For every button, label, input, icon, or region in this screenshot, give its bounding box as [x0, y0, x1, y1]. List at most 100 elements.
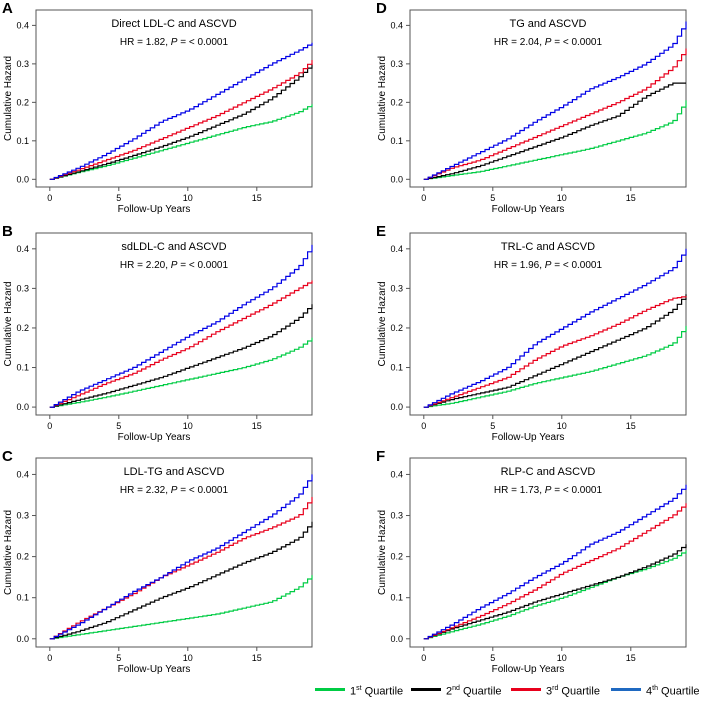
panel-letter: E [376, 223, 386, 240]
y-axis-label: Cumulative Hazard [377, 510, 388, 595]
panel-d: D TG and ASCVD HR = 2.04, P = < 0.0001 0.0 0… [376, 0, 687, 215]
legend-suffix: rd [552, 685, 559, 692]
x-tick-label: 15 [252, 193, 262, 203]
x-tick-label: 15 [626, 193, 636, 203]
x-tick-label: 0 [47, 193, 52, 203]
legend: 1st Quartile 2nd Quartile 3rd Quartile 4… [315, 680, 709, 698]
series-line-q2 [49, 63, 313, 180]
x-tick-label: 15 [626, 653, 636, 663]
y-tick-label: 0.1 [390, 136, 403, 146]
hr-annotation: HR = 1.96, P = < 0.0001 [494, 260, 603, 271]
legend-suffix: th [652, 685, 658, 692]
y-tick-label: 0.0 [16, 174, 29, 184]
series-line-q4 [49, 474, 313, 640]
x-tick-label: 5 [116, 653, 121, 663]
x-tick-label: 0 [421, 653, 426, 663]
hr-annotation: HR = 2.04, P = < 0.0001 [494, 37, 603, 48]
plot-frame [35, 457, 313, 648]
x-tick-label: 10 [557, 421, 567, 431]
y-axis-label: Cumulative Hazard [3, 56, 14, 141]
y-tick-label: 0.0 [390, 634, 403, 644]
x-tick-label: 10 [183, 653, 193, 663]
y-tick-label: 0.4 [16, 20, 29, 30]
hr-annotation: HR = 1.73, P = < 0.0001 [494, 485, 603, 496]
x-tick-label: 10 [557, 193, 567, 203]
panel-letter: F [376, 448, 385, 465]
y-tick-label: 0.1 [16, 363, 29, 373]
y-tick-label: 0.2 [390, 97, 403, 107]
series-line-q3 [423, 503, 687, 640]
panel-title: TRL-C and ASCVD [501, 241, 595, 253]
y-tick-label: 0.3 [16, 511, 29, 521]
panel-letter: A [2, 0, 13, 17]
x-tick-label: 5 [490, 653, 495, 663]
legend-swatch-q4 [611, 688, 641, 691]
x-tick-label: 0 [421, 421, 426, 431]
x-tick-label: 10 [557, 653, 567, 663]
x-tick-label: 10 [183, 193, 193, 203]
x-tick-label: 10 [183, 421, 193, 431]
y-tick-label: 0.4 [16, 469, 29, 479]
panel-title: sdLDL-C and ASCVD [121, 241, 226, 253]
plot-frame [35, 9, 313, 188]
x-tick-label: 0 [47, 653, 52, 663]
legend-swatch-q2 [411, 688, 441, 691]
y-tick-label: 0.1 [390, 363, 403, 373]
series-line-q3 [49, 60, 313, 180]
legend-swatch-q3 [511, 688, 541, 691]
y-axis-label: Cumulative Hazard [3, 510, 14, 595]
panel-title: RLP-C and ASCVD [501, 466, 596, 478]
series-line-q4 [49, 244, 313, 408]
y-tick-label: 0.4 [390, 469, 403, 479]
x-tick-label: 15 [626, 421, 636, 431]
legend-label: Quartile [661, 685, 700, 698]
plot-frame [409, 232, 687, 416]
legend-swatch-q1 [315, 688, 345, 691]
x-tick-label: 0 [421, 193, 426, 203]
series-line-q1 [423, 326, 687, 408]
x-axis-label: Follow-Up Years [118, 204, 191, 215]
legend-ordinal: 3 [546, 685, 553, 698]
plot-frame [35, 232, 313, 416]
y-axis-label: Cumulative Hazard [377, 281, 388, 366]
y-tick-label: 0.2 [16, 323, 29, 333]
y-tick-label: 0.1 [16, 593, 29, 603]
series-line-q3 [49, 280, 313, 408]
y-tick-label: 0.0 [16, 634, 29, 644]
y-tick-label: 0.1 [390, 593, 403, 603]
y-tick-label: 0.3 [16, 59, 29, 69]
panel-f: F RLP-C and ASCVD HR = 1.73, P = < 0.0001 0… [376, 448, 687, 675]
panel-title: TG and ASCVD [509, 18, 586, 30]
y-tick-label: 0.3 [390, 511, 403, 521]
panel-title: Direct LDL-C and ASCVD [111, 18, 236, 30]
legend-ordinal: 1 [350, 685, 357, 698]
legend-label: Quartile [462, 685, 502, 698]
series-line-q4 [423, 21, 687, 180]
x-axis-label: Follow-Up Years [118, 664, 191, 675]
panel-title: LDL-TG and ASCVD [124, 466, 225, 478]
y-tick-label: 0.4 [390, 20, 403, 30]
hr-annotation: HR = 2.32, P = < 0.0001 [120, 485, 229, 496]
y-tick-label: 0.2 [390, 552, 403, 562]
y-tick-label: 0.3 [390, 283, 403, 293]
x-tick-label: 5 [116, 193, 121, 203]
series-line-q1 [423, 100, 687, 180]
series-line-q1 [49, 575, 313, 640]
series-line-q3 [423, 48, 687, 180]
x-tick-label: 5 [490, 421, 495, 431]
panel-letter: C [2, 448, 13, 465]
y-tick-label: 0.2 [16, 97, 29, 107]
series-line-q2 [49, 304, 313, 408]
panel-letter: B [2, 223, 13, 240]
series-line-q4 [49, 42, 313, 180]
series-line-q2 [423, 544, 687, 640]
y-tick-label: 0.2 [16, 552, 29, 562]
series-line-q4 [423, 484, 687, 640]
panel-c: C LDL-TG and ASCVD HR = 2.32, P = < 0.0001… [2, 448, 313, 675]
y-axis-label: Cumulative Hazard [3, 281, 14, 366]
x-axis-label: Follow-Up Years [118, 432, 191, 443]
series-line-q1 [49, 337, 313, 408]
legend-label: Quartile [561, 685, 600, 698]
